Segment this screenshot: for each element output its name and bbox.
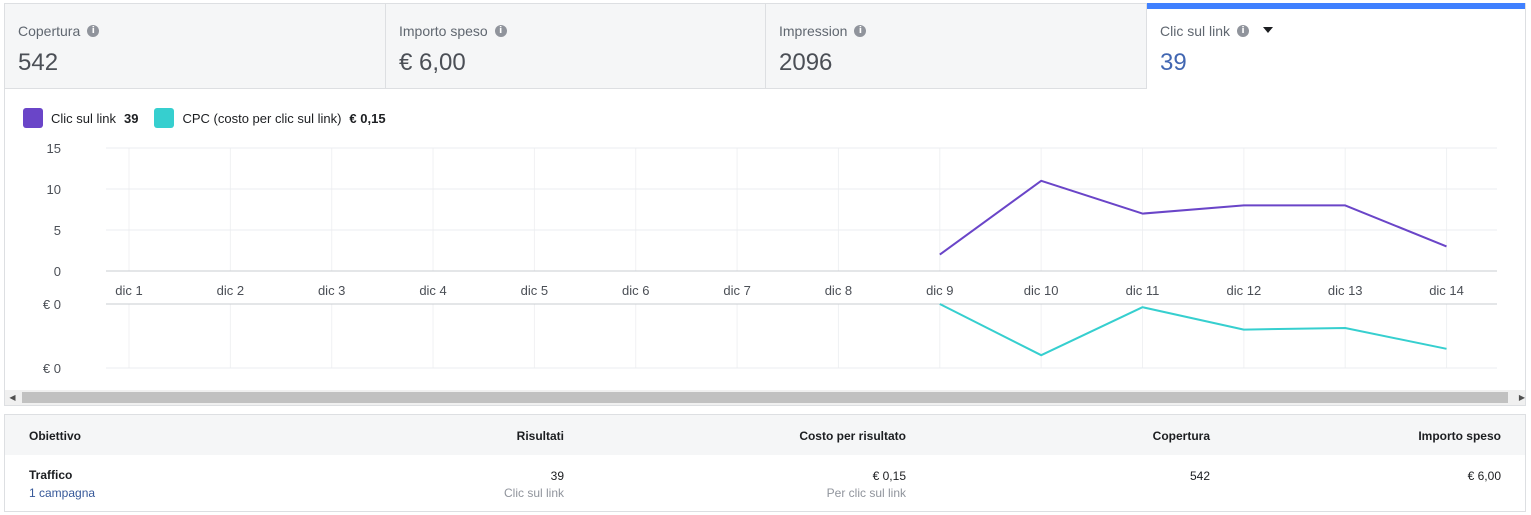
y-tick-label: 15 [47, 141, 61, 156]
metric-value: 542 [18, 49, 59, 76]
chart-legend: Clic sul link 39 CPC (costo per clic sul… [23, 108, 402, 128]
header-cost-per-result[interactable]: Costo per risultato [799, 429, 906, 443]
x-tick-label: dic 10 [1024, 283, 1059, 298]
series-line-cpc [939, 303, 1447, 357]
legend-item-clicks[interactable]: Clic sul link 39 [23, 108, 138, 128]
insights-card: Copertura i 542 Importo speso i € 6,00 I… [4, 3, 1526, 406]
line-chart: 0 5 10 15 € 0 € 0 dic 1 dic 2 dic 3 dic 4 dic 5 dic… [43, 141, 1497, 376]
row-results-sub: Clic sul link [503, 486, 564, 500]
metric-label: Copertura [18, 23, 81, 39]
info-icon[interactable]: i [87, 25, 100, 37]
metric-value: € 6,00 [399, 49, 466, 76]
row-spent: € 6,00 [1467, 469, 1501, 483]
y-tick-label: € 0 [43, 361, 61, 376]
campaign-count-link[interactable]: 1 campagna [29, 486, 96, 500]
row-results: 39 [550, 469, 564, 483]
y-tick-label: € 0 [43, 297, 61, 312]
y-tick-label: 5 [54, 223, 61, 238]
x-tick-label: dic 8 [825, 283, 852, 298]
x-tick-label: dic 4 [419, 283, 446, 298]
header-objective[interactable]: Obiettivo [29, 429, 82, 443]
scroll-right-icon[interactable]: ▶ [1518, 393, 1525, 402]
legend-swatch [154, 108, 175, 128]
metric-tab-clic-sul-link[interactable]: Clic sul link i 39 [1147, 3, 1525, 89]
x-tick-label: dic 6 [622, 283, 649, 298]
table-header: Obiettivo Risultati Costo per risultato … [5, 415, 1525, 455]
x-tick-label: dic 2 [217, 283, 244, 298]
x-tick-label: dic 11 [1126, 283, 1160, 298]
metric-tab-importo-speso[interactable]: Importo speso i € 6,00 [386, 4, 766, 89]
legend-value: € 0,15 [349, 110, 386, 126]
row-objective: Traffico [29, 468, 73, 482]
metric-tab-impression[interactable]: Impression i 2096 [766, 4, 1147, 89]
results-table: Obiettivo Risultati Costo per risultato … [4, 414, 1526, 512]
legend-value: 39 [124, 110, 139, 126]
metric-value: 2096 [779, 49, 833, 76]
row-reach: 542 [1189, 469, 1210, 483]
scroll-thumb[interactable] [22, 392, 1508, 403]
metric-label: Impression [779, 23, 848, 39]
header-results[interactable]: Risultati [516, 429, 564, 443]
legend-swatch [23, 108, 43, 128]
legend-label: CPC (costo per clic sul link) [182, 110, 342, 126]
metric-tabs: Copertura i 542 Importo speso i € 6,00 I… [5, 3, 1525, 89]
row-cost: € 0,15 [872, 469, 906, 483]
x-tick-label: dic 13 [1328, 283, 1363, 298]
x-tick-label: dic 14 [1429, 283, 1464, 298]
info-icon[interactable]: i [494, 25, 507, 37]
scroll-left-icon[interactable]: ◀ [9, 393, 16, 402]
metric-label: Importo speso [399, 23, 488, 39]
x-tick-label: dic 1 [115, 283, 142, 298]
header-spent[interactable]: Importo speso [1418, 429, 1501, 443]
x-tick-label: dic 3 [318, 283, 345, 298]
info-icon[interactable]: i [1237, 25, 1250, 37]
x-tick-label: dic 5 [521, 283, 548, 298]
x-tick-label: dic 9 [926, 283, 953, 298]
metric-label: Clic sul link [1160, 23, 1231, 39]
y-tick-label: 10 [47, 182, 61, 197]
caret-down-icon[interactable] [1263, 27, 1274, 33]
info-icon[interactable]: i [854, 25, 867, 37]
x-tick-label: dic 12 [1226, 283, 1261, 298]
header-reach[interactable]: Copertura [1152, 429, 1210, 443]
horizontal-scrollbar[interactable]: ◀ ▶ [5, 390, 1525, 405]
metric-value: 39 [1160, 49, 1187, 76]
row-cost-sub: Per clic sul link [826, 486, 906, 500]
x-tick-label: dic 7 [723, 283, 750, 298]
metric-tab-copertura[interactable]: Copertura i 542 [5, 4, 386, 89]
series-line-clicks [939, 179, 1447, 256]
legend-item-cpc[interactable]: CPC (costo per clic sul link) € 0,15 [154, 108, 386, 128]
y-tick-label: 0 [54, 264, 61, 279]
legend-label: Clic sul link [51, 110, 117, 126]
